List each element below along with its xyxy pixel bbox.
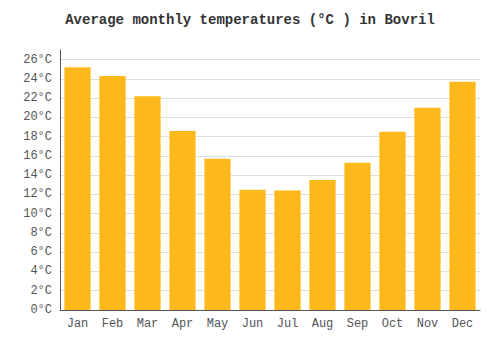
svg-text:6°C: 6°C [30,245,52,259]
svg-text:Dec: Dec [452,317,474,331]
svg-text:26°C: 26°C [23,53,52,67]
svg-text:0°C: 0°C [30,303,52,317]
svg-text:12°C: 12°C [23,187,52,201]
svg-text:8°C: 8°C [30,226,52,240]
svg-text:22°C: 22°C [23,91,52,105]
svg-text:Jul: Jul [277,317,299,331]
svg-text:Mar: Mar [137,317,159,331]
svg-text:10°C: 10°C [23,207,52,221]
svg-text:Feb: Feb [102,317,124,331]
svg-text:May: May [207,317,229,331]
svg-text:24°C: 24°C [23,72,52,86]
svg-text:Aug: Aug [312,317,334,331]
svg-text:14°C: 14°C [23,168,52,182]
svg-text:Jan: Jan [67,317,89,331]
svg-text:2°C: 2°C [30,284,52,298]
svg-text:Jun: Jun [242,317,264,331]
svg-text:16°C: 16°C [23,149,52,163]
svg-text:Oct: Oct [382,317,404,331]
svg-text:20°C: 20°C [23,110,52,124]
svg-text:Sep: Sep [347,317,369,331]
svg-text:Apr: Apr [172,317,194,331]
svg-text:4°C: 4°C [30,264,52,278]
svg-text:18°C: 18°C [23,130,52,144]
svg-text:Average monthly temperatures (: Average monthly temperatures (°C ) in Bo… [65,12,435,28]
svg-text:Nov: Nov [417,317,439,331]
